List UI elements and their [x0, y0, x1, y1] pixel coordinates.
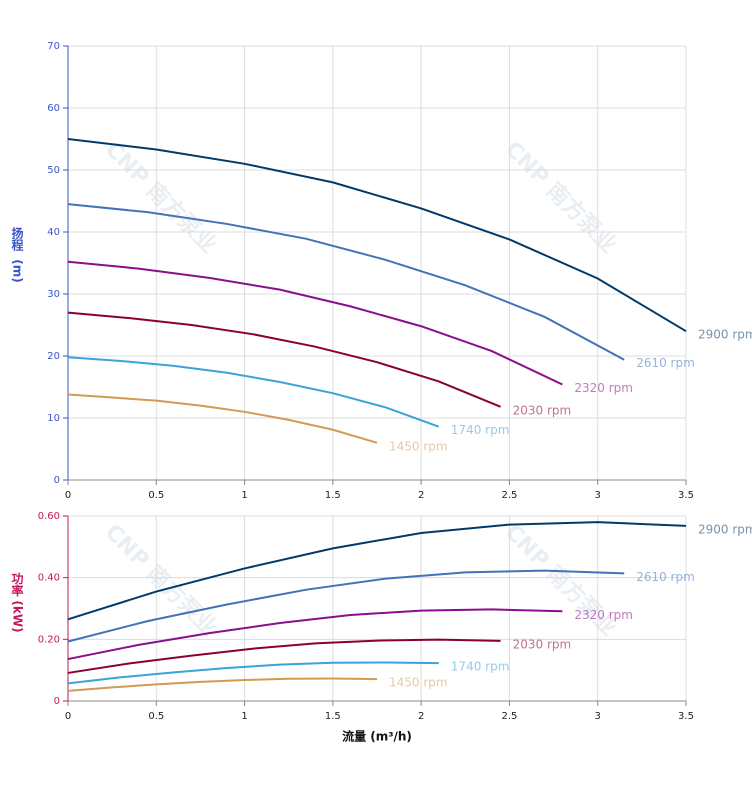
x-tick-label: 2.5 — [501, 711, 517, 722]
y-tick-label: 0.20 — [38, 634, 60, 645]
x-tick-label: 1 — [241, 490, 247, 501]
series-line — [67, 638, 501, 674]
x-axis-title: 流量 (m³/h) — [342, 729, 412, 744]
series-line — [67, 356, 440, 428]
y-axis-unit: (kW) — [11, 600, 25, 632]
y-tick-label: 0 — [54, 696, 60, 707]
watermark: CNP 南方泵业 — [500, 136, 622, 258]
series-line — [67, 203, 625, 361]
series-line — [67, 569, 625, 643]
watermark: CNP 南方泵业 — [500, 519, 622, 641]
y-tick-label: 0 — [54, 475, 60, 486]
series-label: 2320 rpm — [574, 608, 633, 622]
series-line — [67, 521, 687, 621]
x-tick-label: 1.5 — [325, 711, 341, 722]
x-tick-label: 0 — [65, 711, 71, 722]
x-tick-label: 0.5 — [148, 490, 164, 501]
x-tick-label: 2 — [418, 490, 424, 501]
x-tick-label: 3 — [595, 711, 601, 722]
series-line — [67, 661, 439, 685]
series-line — [67, 138, 687, 333]
series-label: 2320 rpm — [574, 381, 633, 395]
x-tick-label: 2.5 — [501, 490, 517, 501]
y-tick-label: 20 — [47, 351, 60, 362]
series-label: 2610 rpm — [636, 356, 695, 370]
x-tick-label: 0.5 — [148, 711, 164, 722]
y-tick-label: 50 — [47, 165, 60, 176]
series-label: 1740 rpm — [451, 660, 510, 674]
y-tick-label: 0.60 — [38, 511, 60, 522]
y-axis-title: 功率 — [10, 571, 24, 597]
series-label: 1450 rpm — [389, 676, 448, 690]
series-label: 1450 rpm — [389, 439, 448, 453]
series-line — [67, 260, 563, 386]
x-tick-label: 0 — [65, 490, 71, 501]
x-tick-label: 3.5 — [678, 490, 694, 501]
y-tick-label: 0.40 — [38, 573, 60, 584]
y-tick-label: 10 — [47, 413, 60, 424]
watermark: CNP 南方泵业 — [100, 136, 222, 258]
y-tick-label: 30 — [47, 289, 60, 300]
series-label: 1740 rpm — [451, 423, 510, 437]
series-label: 2610 rpm — [636, 570, 695, 584]
x-tick-label: 2 — [418, 711, 424, 722]
y-tick-label: 60 — [47, 103, 60, 114]
series-label: 2900 rpm — [698, 328, 752, 342]
series-line — [67, 311, 501, 408]
series-label: 2900 rpm — [698, 522, 752, 536]
x-tick-label: 3 — [595, 490, 601, 501]
y-axis-unit: (m) — [11, 259, 25, 282]
series-label: 2030 rpm — [513, 637, 572, 651]
x-tick-label: 1.5 — [325, 490, 341, 501]
series-label: 2030 rpm — [513, 403, 572, 417]
y-axis-title: 扬程 — [10, 226, 24, 252]
x-tick-label: 1 — [241, 711, 247, 722]
series-line — [67, 677, 378, 692]
x-tick-label: 3.5 — [678, 711, 694, 722]
y-tick-label: 70 — [47, 41, 60, 52]
series-line — [67, 608, 563, 661]
series-line — [67, 393, 378, 444]
y-tick-label: 40 — [47, 227, 60, 238]
